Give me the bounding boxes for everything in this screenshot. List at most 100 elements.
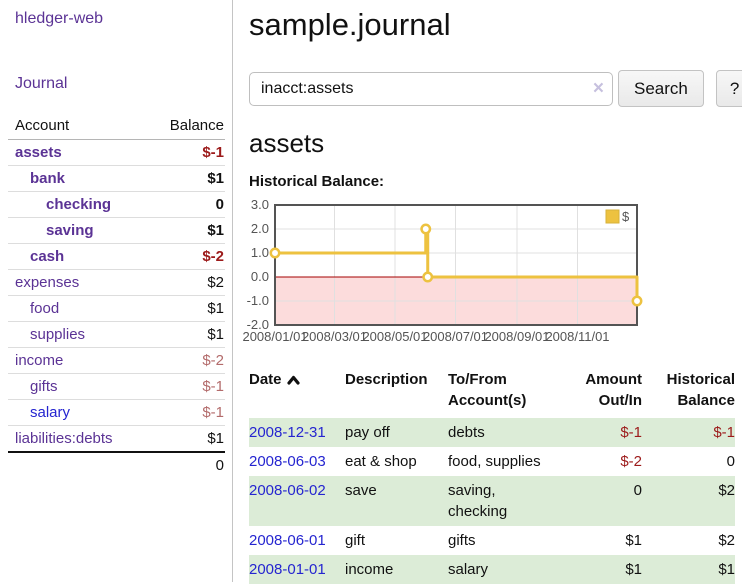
account-balance: $-2 [144, 243, 225, 270]
sidebar-item-journal[interactable]: Journal [15, 75, 68, 92]
account-balance: $1 [144, 165, 225, 192]
account-link-checking[interactable]: checking [46, 196, 112, 213]
transaction-balance: $-1 [713, 424, 735, 441]
account-row: saving $1 [8, 217, 225, 244]
transaction-accounts: salary [448, 561, 489, 578]
register-row: 2008-12-31 pay off debts $-1 $-1 [249, 418, 735, 447]
svg-text:0.0: 0.0 [251, 269, 269, 284]
transaction-accounts: gifts [448, 532, 476, 549]
accounts-header-balance: Balance [144, 114, 225, 140]
page-title: sample.journal [249, 7, 451, 42]
transaction-description: eat & shop [345, 453, 417, 470]
svg-text:2.0: 2.0 [251, 221, 269, 236]
chart-legend: $ [605, 209, 630, 224]
account-row: supplies $1 [8, 321, 225, 348]
svg-text:-2.0: -2.0 [247, 317, 269, 332]
transaction-amount: $-2 [620, 453, 642, 470]
svg-text:2008/09/01: 2008/09/01 [484, 329, 549, 344]
app-title-link[interactable]: hledger-web [15, 10, 104, 27]
register-table: Date Description To/From Account(s) Amou… [249, 366, 735, 584]
account-row: liabilities:debts $1 [8, 425, 225, 453]
register-row: 2008-06-03 eat & shop food, supplies $-2 0 [249, 447, 735, 476]
main-panel: sample.journal × Search ? assets Histori… [233, 0, 742, 584]
transaction-date-link[interactable]: 2008-06-01 [249, 532, 326, 549]
transaction-description: pay off [345, 424, 390, 441]
account-balance: $2 [144, 269, 225, 296]
register-row: 2008-06-01 gift gifts $1 $2 [249, 526, 735, 555]
transaction-date-link[interactable]: 2008-06-03 [249, 453, 326, 470]
sidebar: hledger-web Journal Account Balance asse… [0, 0, 233, 582]
account-balance: 0 [144, 191, 225, 218]
search-input[interactable] [249, 71, 613, 106]
account-link-liabilities-debts[interactable]: liabilities:debts [15, 430, 113, 447]
account-balance: $-1 [144, 373, 225, 400]
account-balance: $-1 [144, 399, 225, 426]
account-link-income[interactable]: income [15, 352, 64, 369]
account-balance: $-1 [144, 139, 225, 166]
svg-text:2008/05/01: 2008/05/01 [362, 329, 427, 344]
account-link-bank[interactable]: bank [30, 170, 66, 187]
account-link-expenses[interactable]: expenses [15, 274, 80, 291]
account-link-salary[interactable]: salary [30, 404, 71, 421]
transaction-accounts: saving, checking [448, 482, 508, 520]
chart-title: Historical Balance: [249, 173, 385, 190]
account-balance: $-2 [144, 347, 225, 374]
account-heading: assets [249, 128, 325, 158]
svg-text:2008/11/01: 2008/11/01 [545, 329, 609, 344]
register-header-amount: Amount Out/In [585, 371, 642, 409]
svg-text:3.0: 3.0 [251, 197, 269, 212]
account-row: salary $-1 [8, 399, 225, 426]
account-row: checking 0 [8, 191, 225, 218]
account-balance: $1 [144, 217, 225, 244]
chart-x-labels: 2008/01/012008/03/012008/05/012008/07/01… [242, 329, 609, 344]
account-link-food[interactable]: food [30, 300, 60, 317]
register-row: 2008-06-02 save saving, checking 0 $2 [249, 476, 735, 526]
clear-search-icon[interactable]: × [592, 77, 604, 99]
account-link-assets[interactable]: assets [15, 144, 62, 161]
transaction-date-link[interactable]: 2008-12-31 [249, 424, 326, 441]
account-row: food $1 [8, 295, 225, 322]
account-link-supplies[interactable]: supplies [30, 326, 86, 343]
register-header-date[interactable]: Date [249, 366, 345, 418]
sort-ascending-icon [286, 370, 300, 391]
svg-text:-1.0: -1.0 [247, 293, 269, 308]
transaction-amount: $-1 [620, 424, 642, 441]
account-link-saving[interactable]: saving [46, 222, 94, 239]
transaction-balance: $1 [718, 561, 735, 578]
transaction-amount: 0 [633, 482, 642, 499]
transaction-accounts: food, supplies [448, 453, 541, 470]
account-row: cash $-2 [8, 243, 225, 270]
transaction-balance: $2 [718, 532, 735, 549]
chart-markers [269, 223, 643, 307]
transaction-amount: $1 [625, 561, 642, 578]
account-balance: $1 [144, 425, 225, 453]
accounts-table: Account Balance assets $-1 bank $1 checking 0… [8, 114, 225, 478]
account-link-cash[interactable]: cash [30, 248, 65, 265]
chart-frame [274, 204, 638, 326]
account-row: expenses $2 [8, 269, 225, 296]
register-header-balance: Historical Balance [666, 371, 735, 409]
transaction-date-link[interactable]: 2008-01-01 [249, 561, 326, 578]
accounts-header-account: Account [8, 114, 145, 140]
account-balance: $1 [144, 321, 225, 348]
svg-text:1.0: 1.0 [251, 245, 269, 260]
transaction-description: income [345, 561, 394, 578]
transaction-date-link[interactable]: 2008-06-02 [249, 482, 326, 499]
register-header-description: Description [345, 371, 428, 388]
svg-text:2008/07/01: 2008/07/01 [423, 329, 488, 344]
transaction-description: save [345, 482, 377, 499]
transaction-amount: $1 [625, 532, 642, 549]
chart-legend-label: $ [622, 209, 630, 224]
transaction-description: gift [345, 532, 366, 549]
search-button[interactable]: Search [618, 70, 704, 107]
transaction-balance: 0 [726, 453, 735, 470]
accounts-total-row: 0 [8, 452, 225, 478]
transaction-accounts: debts [448, 424, 485, 441]
account-row: gifts $-1 [8, 373, 225, 400]
register-header-accounts: To/From Account(s) [448, 371, 527, 409]
transaction-balance: $2 [718, 482, 735, 499]
account-row: assets $-1 [8, 139, 225, 166]
account-link-gifts[interactable]: gifts [30, 378, 58, 395]
help-button[interactable]: ? [715, 70, 742, 107]
